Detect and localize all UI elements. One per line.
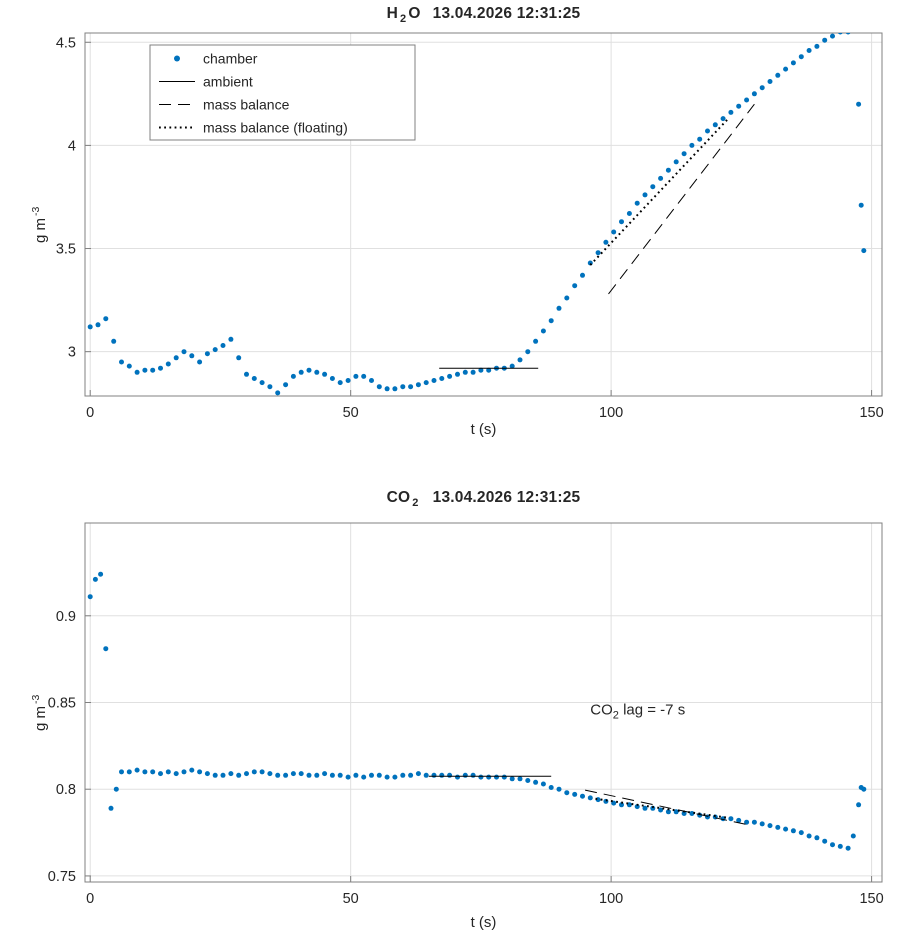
legend-marker-dot bbox=[174, 55, 180, 62]
legend-label: chamber bbox=[203, 51, 258, 67]
y-tick-label: 3.5 bbox=[56, 242, 76, 258]
series-mass-balance bbox=[608, 103, 755, 295]
h2o-y-axis-label: g m-3 bbox=[30, 206, 49, 243]
h2o-chart-datetime: 13.04.2026 12:31:25 bbox=[432, 5, 581, 22]
co2-chart-title: CO 2 13.04.2026 12:31:25 bbox=[85, 489, 882, 509]
legend: chamber ambient mass balance mass balance (… bbox=[149, 44, 416, 141]
x-tick-label: 50 bbox=[343, 891, 359, 907]
series-mass-balance bbox=[584, 789, 752, 827]
co2-plot-canvas: 0 50 100 150 0.75 0.8 0.85 0.9 CO2 lag = -7 s bbox=[48, 522, 884, 907]
co2-chart-datetime: 13.04.2026 12:31:25 bbox=[432, 489, 581, 506]
legend-label: mass balance (floating) bbox=[203, 120, 348, 136]
x-tick-label: 150 bbox=[859, 405, 883, 421]
co2-lag-annotation: CO2 lag = -7 s bbox=[590, 702, 685, 722]
y-tick-label: 0.85 bbox=[48, 696, 76, 712]
x-tick-label: 100 bbox=[599, 405, 623, 421]
co2-x-axis-label: t (s) bbox=[470, 914, 497, 931]
x-tick-label: 150 bbox=[859, 891, 883, 907]
x-tick-label: 0 bbox=[86, 891, 94, 907]
y-tick-label: 3 bbox=[68, 345, 76, 361]
axis-ticks bbox=[85, 41, 873, 396]
y-tick-label: 0.9 bbox=[56, 609, 76, 625]
h2o-chart-title: H 2 O 13.04.2026 12:31:25 bbox=[85, 5, 882, 25]
y-tick-label: 4.5 bbox=[56, 35, 76, 51]
y-tick-label: 0.8 bbox=[56, 782, 76, 798]
grid-lines bbox=[85, 523, 882, 882]
y-tick-label: 4 bbox=[68, 138, 76, 154]
series-mass-balance-floating bbox=[595, 797, 729, 819]
series-chamber bbox=[87, 33, 867, 396]
legend-label: ambient bbox=[203, 74, 253, 90]
y-tick-label: 0.75 bbox=[48, 869, 76, 885]
co2-y-axis-label: g m-3 bbox=[30, 694, 49, 731]
tick-labels: 0 50 100 150 0.75 0.8 0.85 0.9 bbox=[48, 609, 884, 907]
h2o-plot-canvas: 0 50 100 150 3 3.5 4 4.5 chamber ambient mass bala… bbox=[56, 32, 884, 421]
series-mass-balance-floating bbox=[589, 117, 730, 266]
legend-label: mass balance bbox=[203, 97, 290, 113]
axis-ticks bbox=[85, 615, 873, 882]
co2-chart: 0 50 100 150 0.75 0.8 0.85 0.9 CO2 lag = -7 s CO… bbox=[0, 455, 900, 945]
h2o-chart: 0 50 100 150 3 3.5 4 4.5 chamber ambient mass bala… bbox=[0, 0, 900, 455]
co2-formula: CO 2 bbox=[386, 489, 419, 510]
axis-box bbox=[84, 32, 883, 397]
h2o-x-axis-label: t (s) bbox=[470, 421, 497, 438]
x-tick-label: 50 bbox=[343, 405, 359, 421]
tick-labels: 0 50 100 150 3 3.5 4 4.5 bbox=[56, 35, 884, 421]
series-chamber bbox=[87, 571, 867, 851]
x-tick-label: 0 bbox=[86, 405, 94, 421]
x-tick-label: 100 bbox=[599, 891, 623, 907]
